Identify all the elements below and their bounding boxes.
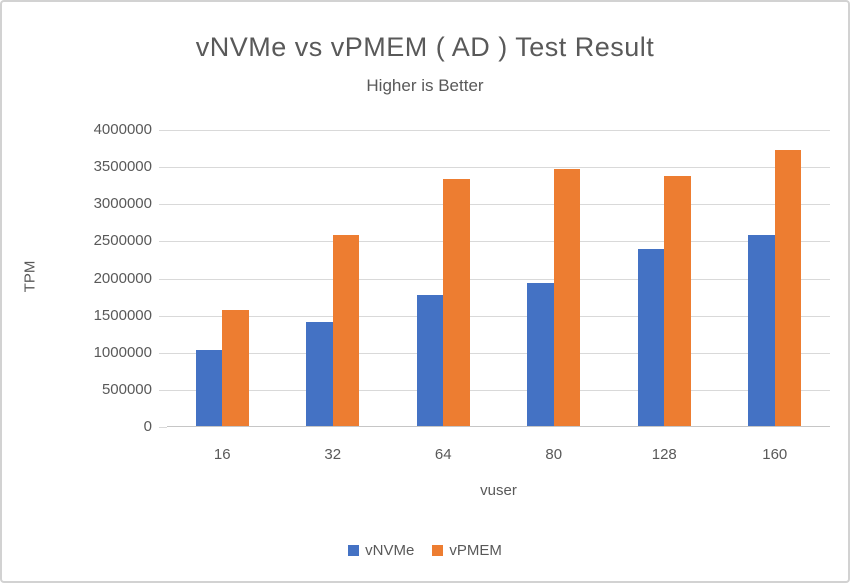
legend-item-vPMEM: vPMEM [432,542,502,559]
y-axis-tick-label: 1500000 [93,306,152,324]
y-axis-tick-label: 4000000 [93,121,152,138]
legend-swatch-vNVMe [348,545,360,556]
x-axis-tick-label: 64 [434,446,452,463]
x-axis-tick-label: 16 [213,446,231,463]
chart-subtitle: Higher is Better [366,76,484,95]
bar-vNVMe-128 [637,248,665,427]
x-axis-tick-label: 32 [324,446,342,463]
bar-vNVMe-160 [748,235,775,427]
bar-vPMEM-128 [664,176,691,427]
gridline [167,278,830,280]
bar-vPMEM-32 [332,234,360,427]
bar-vPMEM-16 [222,310,249,427]
gridline [167,204,830,206]
y-axis-tick-label: 1000000 [93,343,152,361]
bar-vNVMe-16 [195,349,223,427]
chart-title: vNVMe vs vPMEM ( AD ) Test Result [195,32,655,62]
y-axis-tick-label: 0 [143,418,152,435]
legend-label: vNVMe [365,542,415,559]
bar-vPMEM-160 [774,150,802,427]
legend-label: vPMEM [449,542,502,559]
y-axis-tick [159,352,167,354]
y-axis-tick [159,389,167,391]
y-axis-tick-label: 2000000 [93,269,152,287]
gridline [167,130,830,131]
y-axis-title: TPM [21,260,39,293]
legend-item-vNVMe: vNVMe [348,542,414,559]
y-axis-tick [159,241,167,243]
x-axis-tick-label: 80 [545,446,563,463]
gridline [167,241,830,243]
legend-swatch-vPMEM [432,545,444,556]
y-axis-tick [159,204,167,206]
x-axis-tick-label: 160 [762,446,788,463]
x-axis-tick-label: 128 [651,446,677,463]
bar-vNVMe-32 [306,322,333,427]
y-axis-tick-label: 3500000 [93,158,152,176]
gridline [167,167,830,169]
y-axis-tick [159,315,167,317]
gridline [167,389,830,391]
x-axis-line [167,426,830,427]
bar-vNVMe-64 [416,294,444,427]
legend: vNVMe vPMEM [2,542,848,559]
x-axis-title: vuser [480,482,517,499]
y-axis-tick-label: 3000000 [93,195,152,213]
gridline [167,352,830,354]
bar-vPMEM-64 [443,179,470,427]
gridline [167,315,830,317]
bar-vPMEM-80 [553,169,581,427]
y-axis-tick [159,427,167,428]
bar-vNVMe-80 [527,282,554,427]
y-axis-tick [159,130,167,131]
y-axis-tick-label: 2500000 [93,232,152,250]
y-axis-tick [159,278,167,280]
plot-area [167,130,830,427]
y-axis-tick-label: 500000 [101,380,152,398]
y-axis-tick [159,167,167,169]
